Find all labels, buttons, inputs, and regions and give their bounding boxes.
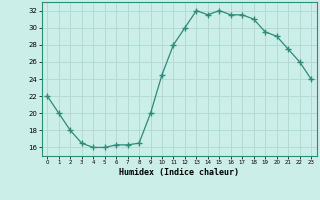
X-axis label: Humidex (Indice chaleur): Humidex (Indice chaleur) bbox=[119, 168, 239, 177]
